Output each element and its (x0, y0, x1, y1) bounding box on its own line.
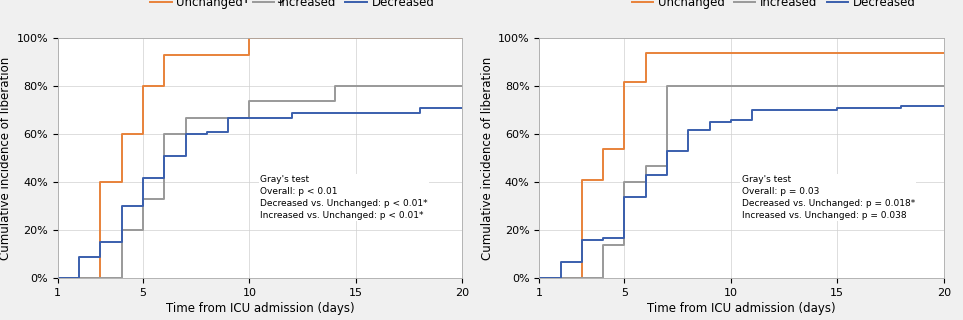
Legend: Unchanged, Increased, Decreased: Unchanged, Increased, Decreased (627, 0, 921, 14)
X-axis label: Time from ICU admission (days): Time from ICU admission (days) (166, 302, 354, 315)
Legend: Unchanged, Increased, Decreased: Unchanged, Increased, Decreased (145, 0, 439, 14)
Text: a: a (17, 0, 29, 4)
Text: b: b (499, 0, 511, 4)
Title: Intercostal muscle: Intercostal muscle (678, 0, 805, 3)
Y-axis label: Cumulative incidence of liberation: Cumulative incidence of liberation (0, 57, 13, 260)
Text: Gray's test
Overall: p < 0.01
Decreased vs. Unchanged: p < 0.01*
Increased vs. U: Gray's test Overall: p < 0.01 Decreased … (260, 175, 428, 220)
Y-axis label: Cumulative incidence of liberation: Cumulative incidence of liberation (481, 57, 494, 260)
Title: Diaphragm: Diaphragm (221, 0, 299, 3)
Text: Gray's test
Overall: p = 0.03
Decreased vs. Unchanged: p = 0.018*
Increased vs. : Gray's test Overall: p = 0.03 Decreased … (742, 175, 915, 220)
X-axis label: Time from ICU admission (days): Time from ICU admission (days) (647, 302, 836, 315)
